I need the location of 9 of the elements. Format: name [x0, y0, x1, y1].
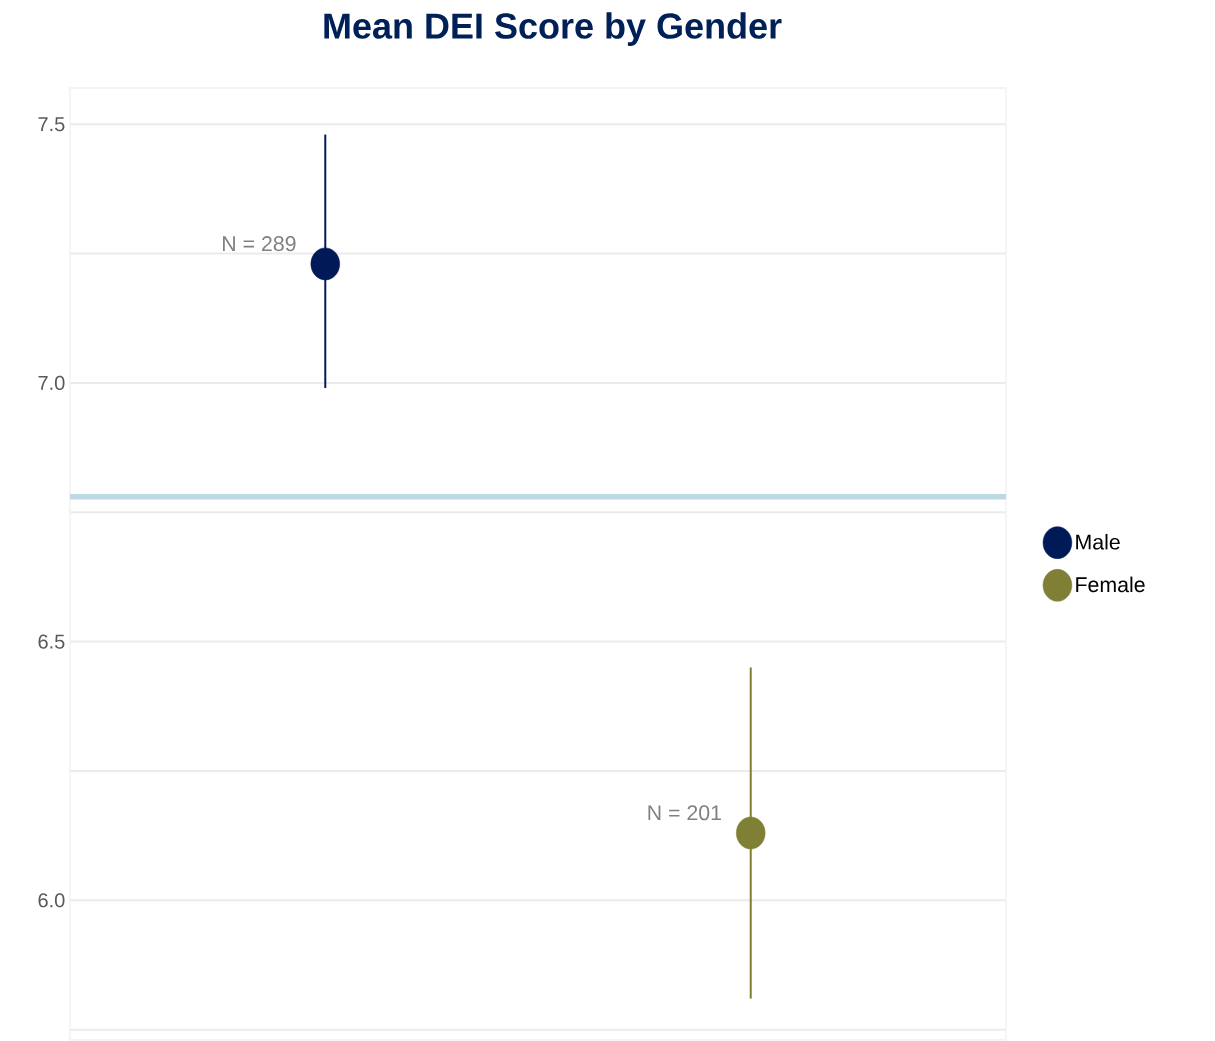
- y-tick-label: 6.0: [38, 893, 65, 908]
- annotation: N = 289: [223, 236, 296, 252]
- y-tick-label: 6.5: [38, 634, 65, 649]
- legend-label: Female: [1076, 576, 1145, 593]
- y-tick-label: 7.5: [38, 117, 65, 132]
- legend-label: Male: [1076, 534, 1120, 550]
- annotation: N = 201: [648, 805, 721, 821]
- chart-title: Mean DEI Score by Gender: [324, 12, 782, 47]
- y-tick-label: 7.0: [38, 375, 65, 391]
